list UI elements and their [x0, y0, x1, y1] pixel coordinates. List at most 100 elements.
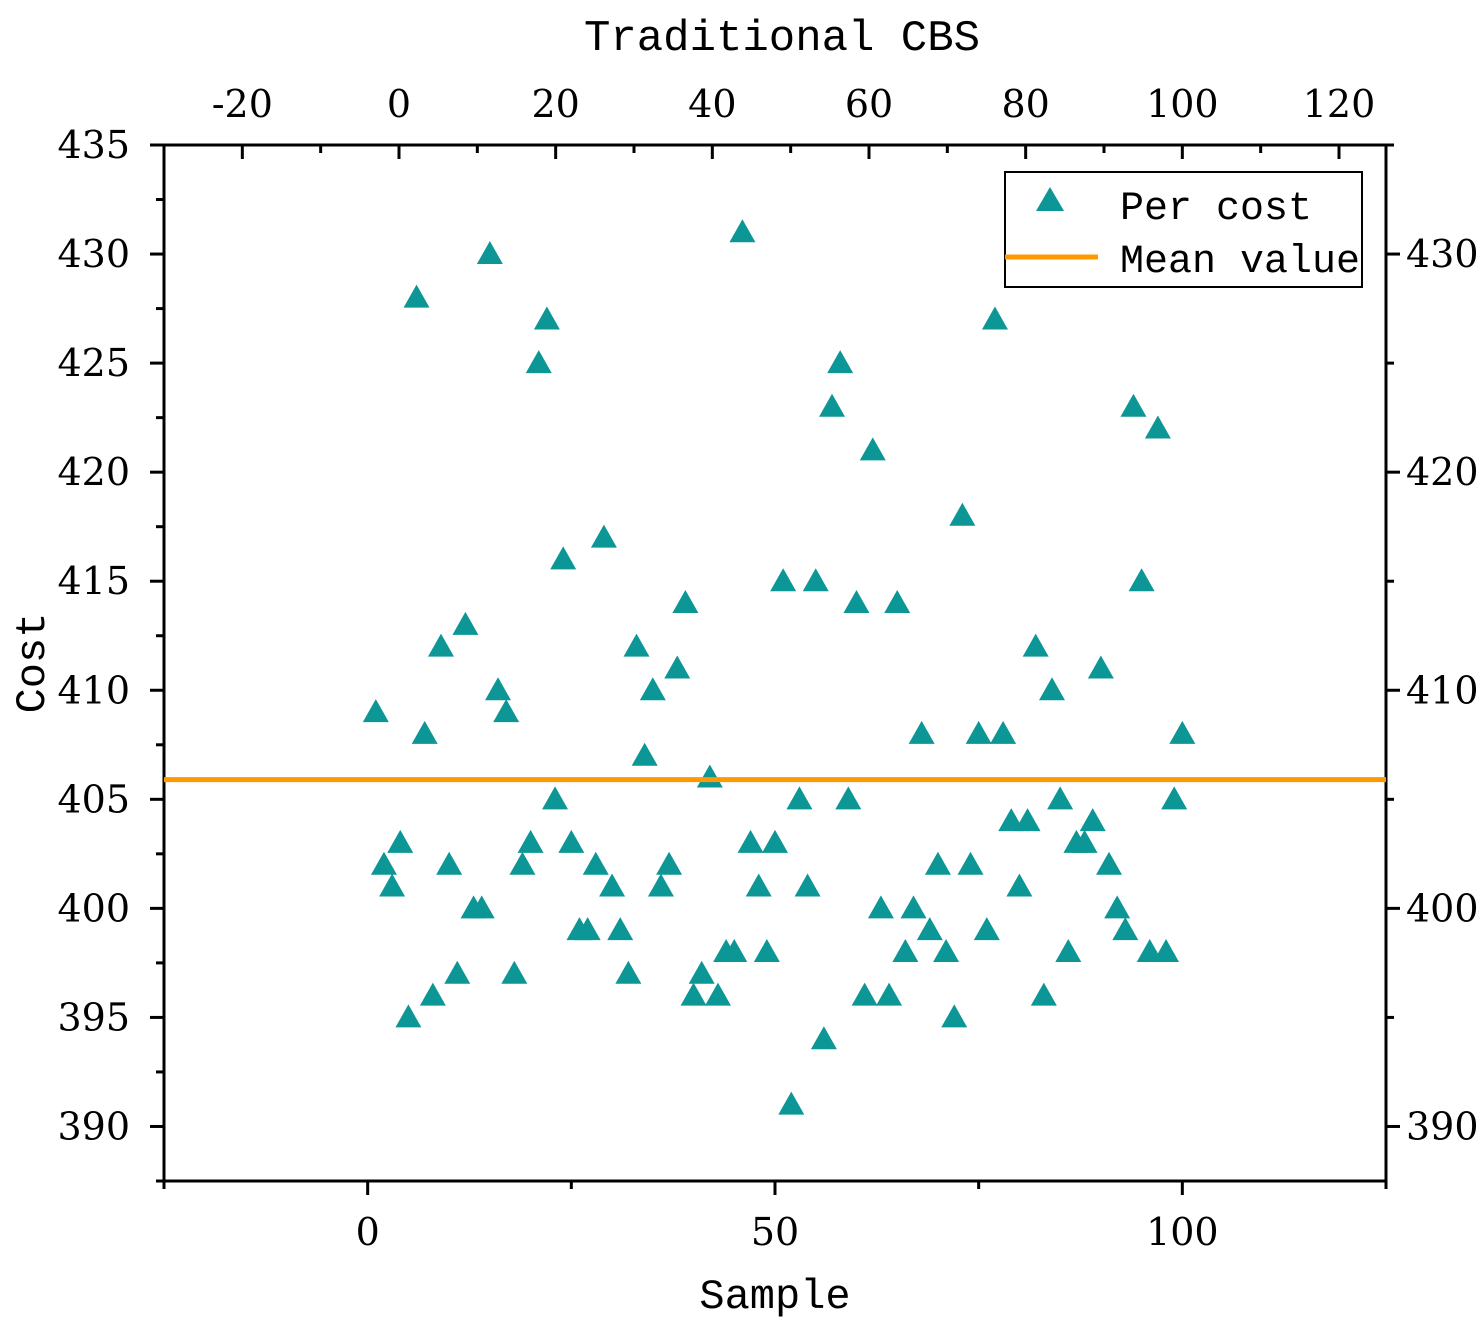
y-left-tick-label: 395 [57, 995, 130, 1039]
data-point-triangle [501, 960, 528, 984]
legend-triangle-marker [1036, 187, 1064, 211]
data-point-triangle [867, 895, 894, 919]
data-point-triangle [509, 851, 536, 875]
y-right-tick-label: 430 [1406, 232, 1479, 276]
data-point-triangle [533, 306, 560, 330]
data-point-triangle [786, 786, 813, 810]
data-point-triangle [998, 808, 1025, 832]
data-point-triangle [851, 982, 878, 1006]
data-point-triangle [485, 677, 512, 701]
data-point-triangle [957, 851, 984, 875]
data-point-triangle [647, 873, 674, 897]
data-point-triangle [762, 829, 788, 853]
data-point-triangle [859, 437, 886, 461]
data-point-triangle [802, 568, 829, 592]
data-point-triangle [1104, 895, 1131, 919]
data-point-triangle [664, 655, 691, 679]
data-point-triangle [892, 938, 919, 962]
data-point-triangle [615, 960, 642, 984]
data-point-triangle [525, 350, 552, 374]
data-point-triangle [550, 546, 577, 570]
data-point-triangle [721, 938, 748, 962]
data-point-triangle [933, 938, 960, 962]
data-point-triangle [468, 895, 495, 919]
legend-label-per-cost: Per cost [1120, 187, 1312, 232]
y-right-tick-label: 420 [1406, 450, 1479, 494]
y-right-tick-label: 390 [1406, 1104, 1479, 1148]
y-left-tick-label: 390 [57, 1104, 130, 1148]
data-point-triangle [965, 720, 992, 744]
data-point-triangle [436, 851, 463, 875]
data-point-triangle [419, 982, 446, 1006]
data-point-triangle [810, 1026, 837, 1050]
data-point-triangle [990, 720, 1017, 744]
data-point-triangle [1022, 633, 1049, 657]
data-point-triangle [1006, 873, 1033, 897]
chart-title: Traditional CBS [584, 14, 980, 64]
data-point-triangle [1120, 393, 1147, 417]
legend-label-mean-value: Mean value [1120, 240, 1360, 285]
data-point-triangle [973, 917, 1000, 941]
data-point-triangle [1136, 938, 1163, 962]
data-point-triangle [452, 611, 479, 635]
data-point-triangle [770, 568, 797, 592]
data-point-triangle [900, 895, 927, 919]
data-point-triangle [411, 720, 438, 744]
data-point-triangle [924, 851, 951, 875]
data-point-triangle [1161, 786, 1188, 810]
data-point-triangle [1055, 938, 1082, 962]
data-point-triangle [542, 786, 569, 810]
y-axis-label: Cost [9, 613, 57, 714]
data-point-triangle [582, 851, 609, 875]
data-point-triangle [753, 938, 780, 962]
data-point-triangle [680, 982, 707, 1006]
data-point-triangle [916, 917, 943, 941]
data-point-triangle [590, 524, 617, 548]
data-point-triangle [493, 699, 520, 723]
data-point-triangle [827, 350, 854, 374]
y-left-tick-label: 435 [57, 123, 130, 167]
data-point-triangle [908, 720, 935, 744]
data-point-triangle [981, 306, 1008, 330]
top-tick-label: 100 [1146, 82, 1219, 126]
data-point-triangle [387, 829, 414, 853]
data-point-triangle [379, 873, 406, 897]
data-point-triangle [737, 829, 764, 853]
data-point-triangle [794, 873, 821, 897]
data-point-triangle [517, 829, 544, 853]
data-point-triangle [941, 1004, 968, 1028]
data-point-triangle [476, 241, 503, 265]
data-point-triangle [876, 982, 903, 1006]
data-point-triangle [370, 851, 397, 875]
x-tick-label: 100 [1146, 1210, 1219, 1254]
y-left-tick-label: 425 [57, 341, 130, 385]
axis-ticks [150, 143, 1400, 1195]
data-points [362, 219, 1196, 1115]
data-point-triangle [835, 786, 862, 810]
data-point-triangle [843, 590, 870, 614]
y-left-tick-label: 420 [57, 450, 130, 494]
y-right-tick-label: 410 [1406, 668, 1479, 712]
data-point-triangle [574, 917, 601, 941]
data-point-triangle [639, 677, 666, 701]
x-tick-label: 0 [356, 1210, 380, 1254]
y-left-tick-label: 430 [57, 232, 130, 276]
y-left-tick-label: 415 [57, 559, 130, 603]
data-point-triangle [427, 633, 454, 657]
data-point-triangle [819, 393, 846, 417]
data-point-triangle [403, 284, 430, 308]
data-point-triangle [949, 502, 976, 526]
data-point-triangle [1112, 917, 1139, 941]
x-axis-label: Sample [699, 1273, 850, 1321]
data-point-triangle [1128, 568, 1155, 592]
y-left-tick-label: 410 [57, 668, 130, 712]
y-left-tick-label: 405 [57, 777, 130, 821]
data-point-triangle [1096, 851, 1123, 875]
top-tick-label: 40 [688, 82, 736, 126]
data-point-triangle [778, 1091, 805, 1115]
x-tick-label: 50 [751, 1210, 799, 1254]
legend: Per cost Mean value [1004, 171, 1363, 288]
top-tick-label: 60 [845, 82, 893, 126]
data-point-triangle [1014, 808, 1041, 832]
